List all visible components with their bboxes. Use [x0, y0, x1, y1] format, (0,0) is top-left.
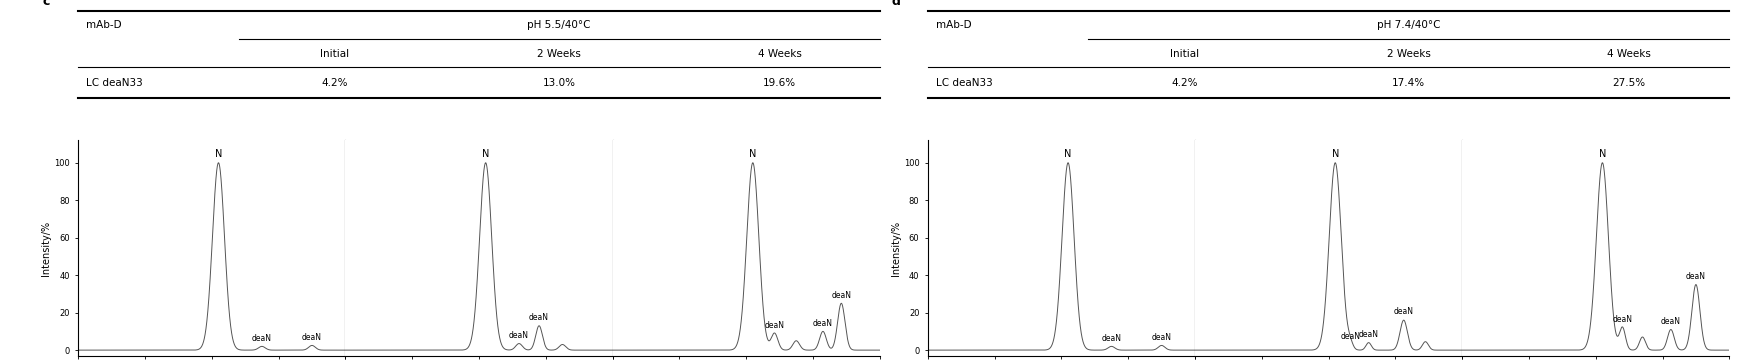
Text: Initial: Initial	[1170, 49, 1199, 58]
Text: 2 Weeks: 2 Weeks	[1387, 49, 1430, 58]
Text: N: N	[481, 149, 490, 159]
Text: deaN: deaN	[831, 290, 852, 299]
Text: pH 5.5/40°C: pH 5.5/40°C	[527, 20, 591, 30]
Text: c: c	[42, 0, 49, 8]
Text: N: N	[1331, 149, 1338, 159]
Text: deaN: deaN	[1102, 334, 1121, 343]
Text: deaN: deaN	[1340, 332, 1361, 341]
Text: deaN: deaN	[302, 333, 322, 342]
Text: N: N	[1599, 149, 1606, 159]
Y-axis label: Intensity/%: Intensity/%	[892, 220, 900, 276]
Text: 27.5%: 27.5%	[1613, 78, 1646, 88]
Text: deaN: deaN	[1613, 315, 1632, 324]
Text: 19.6%: 19.6%	[763, 78, 796, 88]
Text: N: N	[749, 149, 756, 159]
Text: deaN: deaN	[509, 331, 528, 340]
Text: LC deaN33: LC deaN33	[87, 78, 143, 88]
Text: mAb-D: mAb-D	[935, 20, 972, 30]
Text: d: d	[892, 0, 900, 8]
Text: pH 7.4/40°C: pH 7.4/40°C	[1376, 20, 1441, 30]
Text: deaN: deaN	[1686, 272, 1707, 281]
Text: 4.2%: 4.2%	[1171, 78, 1197, 88]
Text: deaN: deaN	[528, 313, 549, 322]
Text: N: N	[1064, 149, 1072, 159]
Y-axis label: Intensity/%: Intensity/%	[42, 220, 52, 276]
Text: 4.2%: 4.2%	[322, 78, 348, 88]
Text: deaN: deaN	[765, 321, 784, 330]
Text: deaN: deaN	[1394, 307, 1413, 317]
Text: N: N	[216, 149, 222, 159]
Text: deaN: deaN	[1152, 333, 1171, 342]
Text: deaN: deaN	[252, 334, 271, 343]
Text: Initial: Initial	[320, 49, 349, 58]
Text: 13.0%: 13.0%	[542, 78, 575, 88]
Text: deaN: deaN	[1662, 317, 1681, 326]
Text: deaN: deaN	[813, 319, 833, 328]
Text: 17.4%: 17.4%	[1392, 78, 1425, 88]
Text: deaN: deaN	[1359, 330, 1378, 339]
Text: 4 Weeks: 4 Weeks	[758, 49, 801, 58]
Text: 4 Weeks: 4 Weeks	[1608, 49, 1651, 58]
Text: 2 Weeks: 2 Weeks	[537, 49, 580, 58]
Text: LC deaN33: LC deaN33	[935, 78, 992, 88]
Text: mAb-D: mAb-D	[87, 20, 122, 30]
